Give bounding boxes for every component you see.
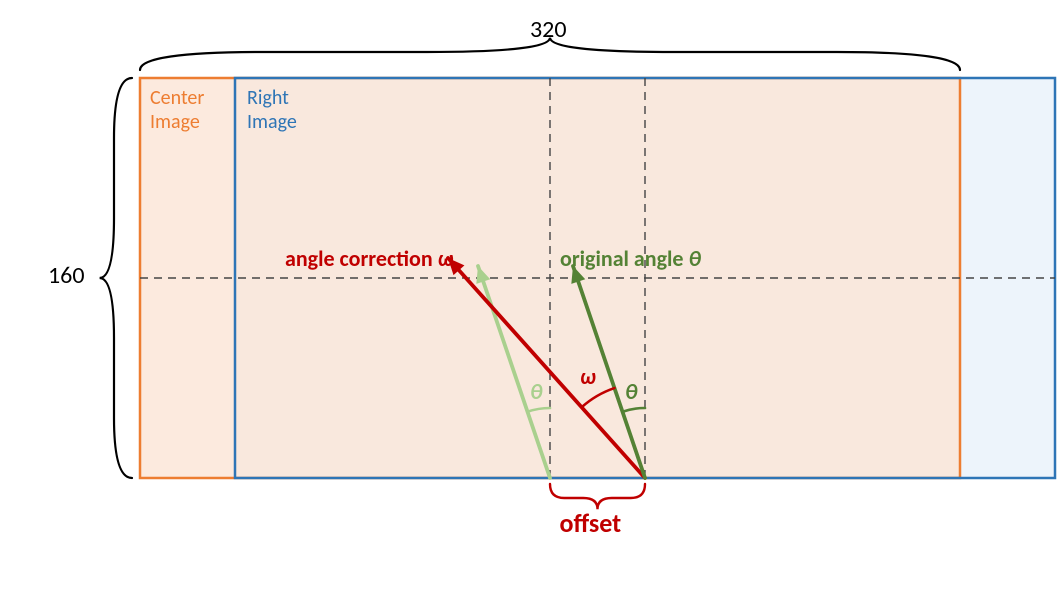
dim-offset-label: offset [560,508,622,539]
dim-height-value: 160 [48,262,85,291]
theta-arc-label-left: θ [530,379,543,405]
omega-arc-label: ω [580,364,596,390]
dim-width-value: 320 [530,16,567,45]
omega-symbol: ω [438,245,454,272]
center-image-label: Center Image [150,86,204,134]
right-image-label: Right Image [247,86,297,134]
theta-symbol: θ [689,245,702,272]
original-angle-text: original angle [560,245,684,272]
angle-correction-label: angle correction ω [285,246,453,272]
original-angle-label: original angle θ [560,246,701,272]
angle-correction-text: angle correction [285,245,433,272]
theta-arc-label-right: θ [625,379,638,405]
